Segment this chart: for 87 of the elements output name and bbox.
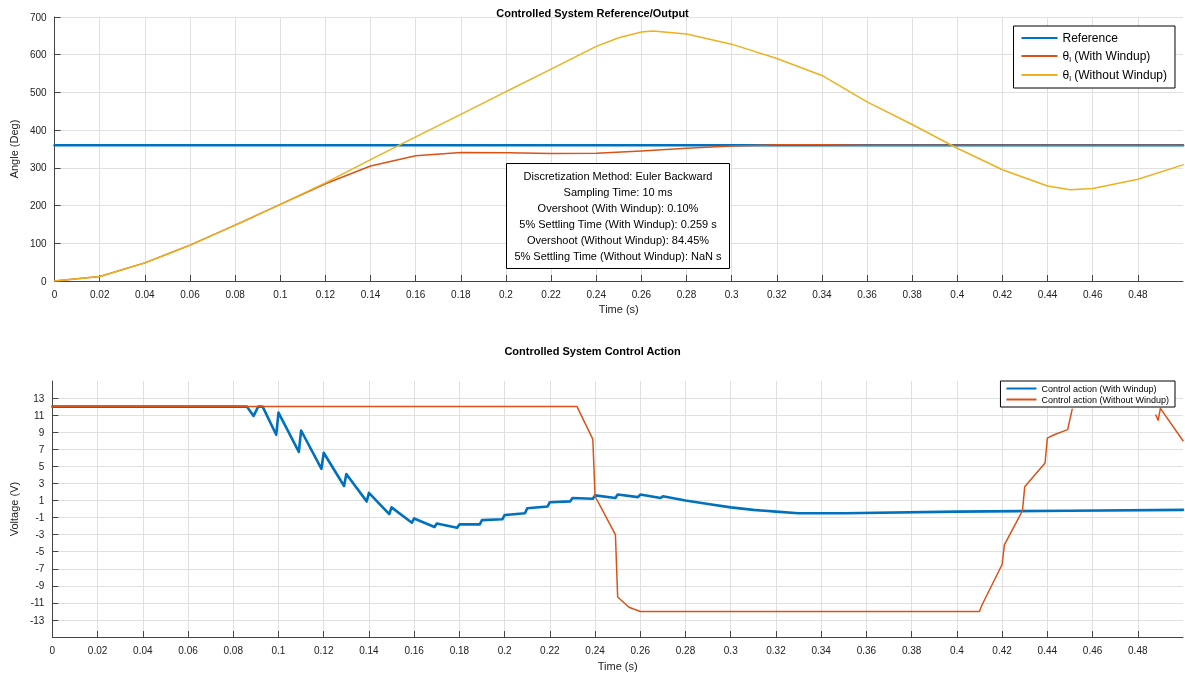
- x-tick-label: 0.42: [992, 288, 1013, 300]
- legend-label: Reference: [1062, 31, 1119, 45]
- x-tick-label: 0.24: [585, 644, 606, 656]
- x-tick-label: 0.14: [359, 644, 380, 656]
- x-tick-label: 0.46: [1082, 288, 1103, 300]
- annotation: Discretization Method: Euler Backward: [523, 170, 713, 182]
- annotation: 5% Settling Time (With Windup): 0.259 s: [519, 218, 718, 230]
- x-tick-label: 0.46: [1082, 644, 1103, 656]
- y-tick-label: 100: [29, 237, 48, 249]
- y-tick-label: 200: [29, 200, 48, 212]
- x-tick-label: 0.22: [540, 644, 560, 656]
- x-tick-label: 0.1: [271, 644, 286, 656]
- x-tick-label: 0.26: [630, 644, 651, 656]
- chart-title: Controlled System Control Action: [504, 344, 681, 357]
- legend-label: Control action (With Windup): [1041, 383, 1157, 394]
- y-axis-title: Angle (Deg): [7, 119, 20, 179]
- x-tick-label: 0.04: [133, 644, 153, 656]
- x-tick-label: 0.14: [360, 288, 381, 300]
- y-tick-label: 13: [33, 392, 45, 404]
- x-tick-label: 0.28: [676, 288, 697, 300]
- annotation: 5% Settling Time (Without Windup): NaN s: [514, 250, 723, 262]
- x-tick-label: 0.24: [586, 288, 607, 300]
- x-tick-label: 0.34: [812, 288, 833, 300]
- y-tick-label: 600: [29, 49, 48, 61]
- y-tick-label: -9: [35, 580, 45, 592]
- x-tick-label: 0.32: [767, 288, 787, 300]
- y-tick-label: -13: [29, 614, 45, 626]
- chart-title: Controlled System Reference/Output: [496, 6, 690, 19]
- x-tick-label: 0.4: [950, 288, 965, 300]
- y-tick-label: 0: [41, 275, 48, 287]
- x-tick-label: 0.04: [135, 288, 156, 300]
- x-tick-label: 0.3: [724, 288, 740, 300]
- y-tick-label: 700: [29, 11, 48, 23]
- y-tick-label: -7: [35, 563, 45, 575]
- x-tick-label: 0: [49, 644, 56, 656]
- annotation: Overshoot (With Windup): 0.10%: [537, 202, 699, 214]
- y-tick-label: 1: [38, 495, 45, 507]
- y-tick-label: 500: [29, 86, 48, 98]
- x-tick-label: 0.16: [405, 288, 426, 300]
- y-axis-title: Voltage (V): [7, 481, 20, 537]
- x-tick-label: 0.48: [1128, 644, 1148, 656]
- y-tick-label: 300: [29, 162, 48, 174]
- x-tick-label: 0.34: [811, 644, 832, 656]
- x-tick-label: 0.22: [541, 288, 562, 300]
- y-tick-label: 11: [33, 409, 45, 421]
- x-tick-label: 0.18: [451, 288, 471, 300]
- y-tick-label: 7: [38, 443, 45, 455]
- x-tick-label: 0.2: [497, 644, 512, 656]
- x-tick-label: 0.02: [87, 644, 108, 656]
- x-tick-label: 0.18: [449, 644, 470, 656]
- x-tick-label: 0.12: [315, 288, 336, 300]
- y-tick-label: 3: [38, 477, 45, 489]
- x-tick-label: 0.42: [992, 644, 1013, 656]
- y-tick-label: -1: [35, 512, 45, 524]
- x-tick-label: 0.3: [723, 644, 739, 656]
- x-tick-label: 0.02: [89, 288, 110, 300]
- x-tick-label: 0.08: [223, 644, 244, 656]
- x-tick-label: 0.12: [313, 644, 334, 656]
- x-tick-label: 0.38: [901, 644, 922, 656]
- x-tick-label: 0.06: [178, 644, 199, 656]
- x-tick-label: 0.28: [675, 644, 696, 656]
- y-tick-label: 9: [38, 426, 45, 438]
- x-tick-label: 0.08: [225, 288, 246, 300]
- y-tick-label: -3: [35, 529, 45, 541]
- x-tick-label: 0.1: [273, 288, 288, 300]
- annotation: Sampling Time: 10 ms: [563, 186, 673, 198]
- x-tick-label: 0.4: [949, 644, 965, 656]
- x-tick-label: 0.36: [856, 644, 877, 656]
- annotation: Overshoot (Without Windup): 84.45%: [526, 234, 710, 246]
- x-tick-label: 0: [51, 288, 58, 300]
- x-tick-label: 0.2: [499, 288, 514, 300]
- x-tick-label: 0.48: [1128, 288, 1149, 300]
- x-tick-label: 0.16: [404, 644, 425, 656]
- y-tick-label: -5: [35, 546, 45, 558]
- y-tick-label: 5: [38, 460, 45, 472]
- x-tick-label: 0.44: [1037, 644, 1058, 656]
- x-tick-label: 0.32: [766, 644, 787, 656]
- legend-label: Control action (Without Windup): [1041, 394, 1170, 405]
- x-tick-label: 0.26: [631, 288, 652, 300]
- y-tick-label: 400: [29, 124, 48, 136]
- x-tick-label: 0.44: [1037, 288, 1058, 300]
- x-tick-label: 0.36: [857, 288, 878, 300]
- x-axis-title: Time (s): [597, 659, 638, 672]
- x-tick-label: 0.06: [180, 288, 201, 300]
- x-axis-title: Time (s): [598, 303, 639, 316]
- x-tick-label: 0.38: [902, 288, 923, 300]
- y-tick-label: -11: [30, 597, 45, 609]
